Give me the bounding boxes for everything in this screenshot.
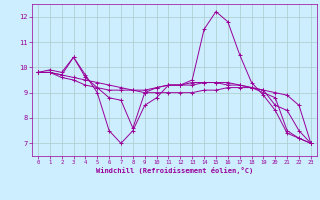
X-axis label: Windchill (Refroidissement éolien,°C): Windchill (Refroidissement éolien,°C) bbox=[96, 167, 253, 174]
